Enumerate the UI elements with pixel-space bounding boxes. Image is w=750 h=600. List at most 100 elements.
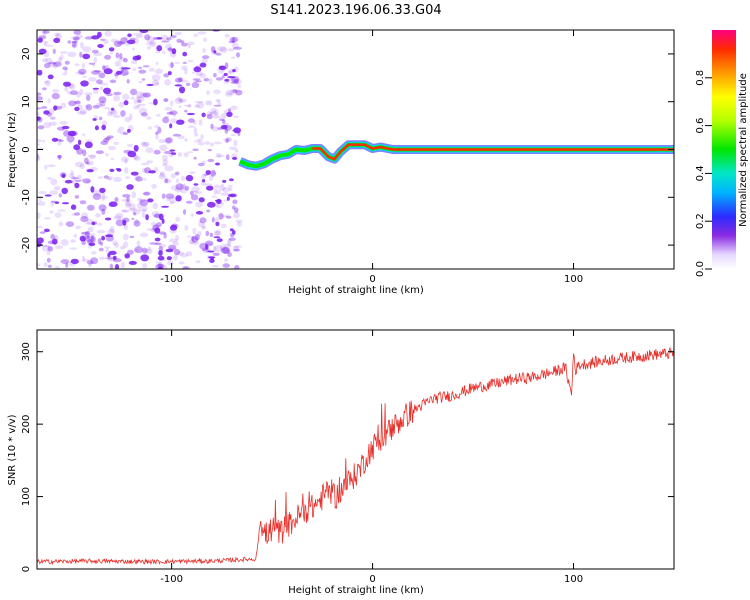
noise-speckle: [218, 65, 227, 71]
noise-speckle: [77, 174, 82, 179]
noise-speckle: [110, 109, 118, 116]
noise-speckle: [171, 48, 177, 55]
noise-speckle: [37, 201, 46, 206]
noise-speckle: [43, 262, 48, 268]
noise-speckle: [138, 209, 147, 212]
noise-speckle: [112, 258, 122, 263]
noise-speckle: [142, 92, 151, 98]
noise-speckle: [206, 111, 212, 117]
noise-speckle: [231, 56, 236, 59]
noise-speckle: [220, 124, 228, 130]
noise-speckle: [133, 155, 141, 161]
noise-speckle: [72, 177, 80, 180]
noise-speckle: [187, 151, 194, 154]
noise-speckle: [78, 178, 85, 181]
noise-speckle: [42, 30, 50, 34]
noise-speckle: [127, 143, 134, 148]
noise-speckle: [113, 40, 123, 48]
noise-speckle: [91, 251, 97, 255]
noise-speckle: [145, 147, 154, 154]
noise-speckle: [116, 168, 122, 172]
bottom-y-tick-label: 100: [21, 487, 32, 506]
noise-speckle: [141, 211, 146, 218]
noise-speckle: [103, 38, 109, 45]
noise-speckle: [118, 126, 125, 132]
noise-speckle: [202, 48, 206, 53]
noise-speckle: [125, 203, 132, 207]
noise-speckle: [148, 170, 156, 174]
noise-speckle: [161, 40, 170, 43]
noise-speckle: [123, 72, 130, 75]
noise-speckle: [122, 132, 129, 136]
colorbar-ticks: 0.0 0.2 0.4 0.6 0.8: [695, 70, 712, 277]
noise-speckle: [162, 116, 170, 124]
noise-speckle: [166, 256, 172, 261]
noise-speckle: [235, 219, 243, 223]
noise-speckle: [186, 112, 196, 116]
noise-speckle: [221, 75, 225, 79]
noise-speckle: [175, 183, 184, 191]
noise-speckle: [95, 213, 101, 218]
noise-speckle: [213, 236, 221, 239]
noise-speckle: [75, 225, 82, 230]
noise-speckle: [134, 249, 139, 252]
noise-speckle: [172, 133, 182, 137]
noise-speckle: [192, 78, 201, 81]
noise-speckle: [169, 123, 173, 129]
noise-speckle: [139, 30, 149, 34]
noise-speckle: [206, 255, 213, 260]
noise-speckle: [139, 232, 149, 238]
noise-speckle: [153, 213, 161, 218]
noise-speckle: [142, 65, 150, 68]
noise-speckle: [215, 221, 220, 227]
noise-speckle: [70, 258, 79, 265]
noise-speckle: [115, 212, 124, 219]
noise-speckle: [166, 48, 176, 51]
noise-speckle: [82, 53, 91, 60]
noise-speckle: [140, 141, 146, 146]
noise-speckle: [54, 105, 63, 110]
noise-speckle: [224, 258, 229, 263]
noise-speckle: [158, 250, 163, 256]
noise-speckle: [163, 73, 170, 78]
noise-speckle: [54, 265, 60, 269]
noise-speckle: [54, 32, 60, 37]
noise-speckle: [68, 100, 77, 107]
noise-speckle: [179, 184, 187, 189]
noise-speckle: [185, 174, 194, 182]
noise-speckle: [87, 226, 94, 233]
noise-speckle: [220, 192, 229, 197]
noise-speckle: [75, 179, 82, 182]
noise-speckle: [47, 108, 55, 115]
noise-speckle: [135, 91, 145, 99]
noise-speckle: [107, 176, 114, 180]
noise-speckle: [48, 62, 56, 65]
noise-speckle: [160, 205, 170, 208]
noise-speckle: [168, 152, 174, 158]
noise-speckle: [212, 114, 221, 119]
noise-speckle: [45, 57, 53, 63]
noise-speckle: [81, 62, 85, 69]
noise-speckle: [79, 163, 85, 170]
noise-speckle: [236, 52, 240, 58]
noise-speckle: [61, 202, 70, 205]
noise-speckle: [86, 235, 90, 239]
noise-speckle: [79, 235, 87, 242]
noise-speckle: [223, 109, 232, 114]
noise-speckle: [159, 171, 166, 178]
noise-speckle: [183, 104, 192, 107]
noise-speckle: [98, 72, 106, 79]
noise-speckle: [215, 189, 221, 195]
noise-speckle: [196, 138, 204, 142]
noise-speckle: [66, 135, 75, 143]
noise-speckle: [197, 162, 205, 167]
noise-speckle: [108, 145, 117, 151]
top-x-tick-label: 100: [564, 274, 583, 285]
noise-speckle: [74, 161, 84, 168]
noise-speckle: [199, 62, 207, 68]
noise-speckle: [194, 100, 204, 104]
noise-speckle: [126, 128, 131, 133]
noise-speckle: [169, 110, 178, 115]
noise-speckle: [57, 57, 63, 63]
